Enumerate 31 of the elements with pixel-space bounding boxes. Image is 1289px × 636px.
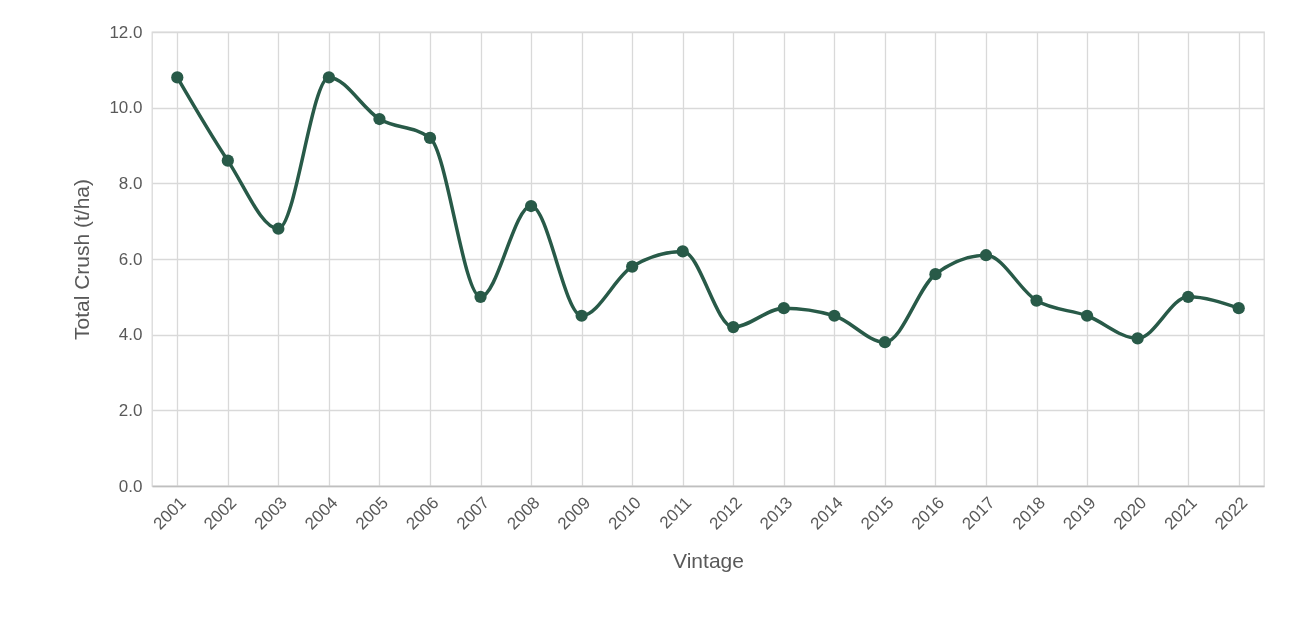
point [828,309,841,322]
point [272,222,285,235]
point [423,131,437,145]
y-tick-label: 4.0 [118,325,143,345]
point [171,71,184,84]
point [929,268,942,281]
point [1030,294,1043,307]
point [1232,302,1245,315]
y-tick-label: 0.0 [118,476,143,496]
y-tick-label: 6.0 [118,249,143,269]
point [1182,290,1195,303]
point [727,320,740,334]
point [524,199,538,213]
point [575,309,588,322]
point [979,249,993,262]
point [474,290,487,303]
point [1131,332,1144,345]
y-tick-label: 8.0 [118,173,143,193]
x-axis-title: Vintage [673,548,744,572]
y-tick-label: 12.0 [109,22,143,42]
y-tick-label: 2.0 [118,400,143,420]
point [626,260,639,273]
point [676,245,689,258]
point [878,336,892,349]
point [777,302,790,315]
y-tick-label: 10.0 [109,98,143,118]
y-axis-title: Total Crush (t/ha) [70,178,94,341]
point [373,112,386,126]
point [322,71,336,84]
point [1080,309,1094,322]
point [221,154,234,167]
